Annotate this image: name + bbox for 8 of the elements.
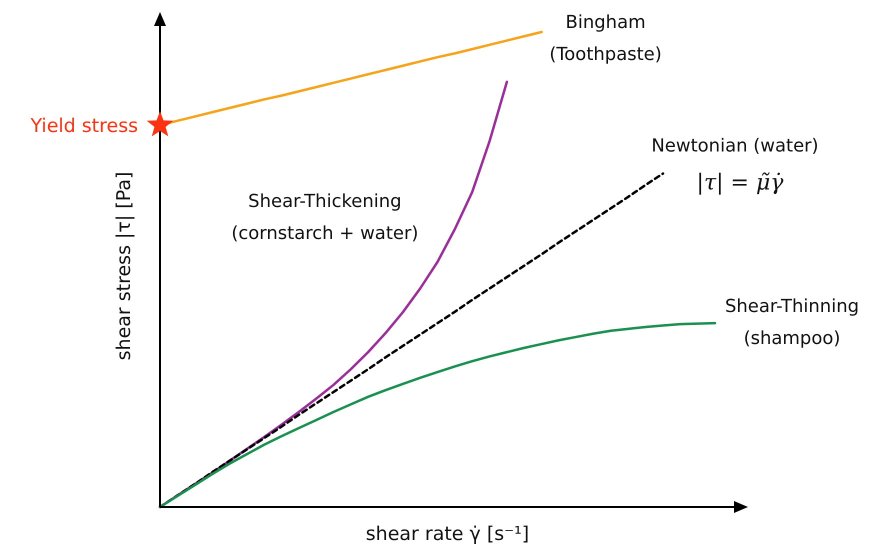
series-label: Bingham (Toothpaste) — [549, 12, 662, 65]
series-label: Shear-Thinning (shampoo) — [724, 296, 860, 350]
series-label: Newtonian (water) — [651, 136, 819, 157]
annotation: |τ| = μ̃γ̇ — [696, 170, 784, 196]
text: Yield stress — [29, 115, 138, 138]
y-axis-title: shear stress |τ| [Pa] — [113, 172, 135, 360]
x-axis-title: shear rate γ̇ [s⁻¹] — [366, 523, 530, 545]
series-label: Shear-Thickening (cornstarch + water) — [231, 190, 418, 244]
